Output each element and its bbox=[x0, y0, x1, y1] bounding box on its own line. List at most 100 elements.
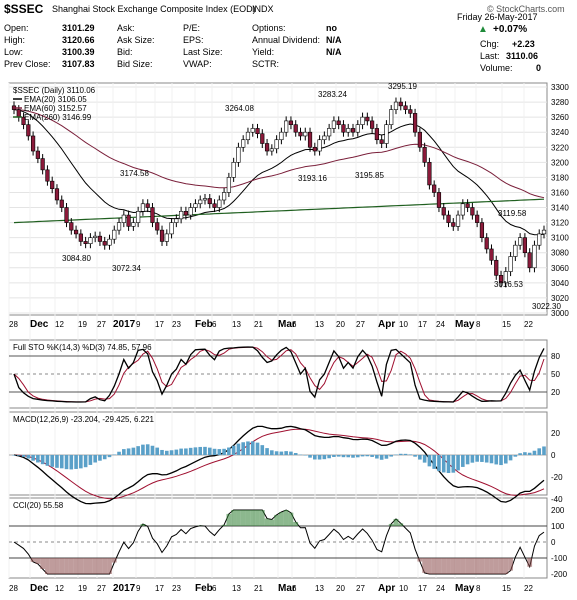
cci-negative-fill bbox=[503, 558, 509, 574]
cci-negative-fill bbox=[436, 558, 442, 574]
candle-body bbox=[221, 192, 227, 201]
candle-body bbox=[336, 120, 341, 125]
macd-hist-bar bbox=[64, 455, 69, 470]
cci-negative-fill bbox=[78, 558, 84, 574]
macd-hist-bar bbox=[284, 451, 288, 455]
cci-positive-fill bbox=[245, 510, 251, 526]
x-tick-label: 20 bbox=[336, 320, 345, 329]
x-tick-label-bottom: 12 bbox=[55, 584, 64, 593]
candle-body bbox=[269, 148, 274, 152]
candle-body bbox=[159, 229, 165, 242]
open-label: Open: bbox=[4, 23, 29, 33]
cci-tick-label: 0 bbox=[551, 538, 556, 547]
candle-body bbox=[35, 150, 40, 159]
x-tick-label-bottom: Apr bbox=[378, 583, 395, 594]
x-tick-label-bottom: Dec bbox=[30, 583, 49, 594]
cci-negative-fill bbox=[83, 558, 89, 574]
macd-hist-bar bbox=[212, 448, 217, 455]
candle-body bbox=[202, 198, 208, 201]
ema60-line bbox=[13, 109, 545, 199]
price-annotation: 3022.30 bbox=[532, 302, 561, 311]
x-tick-label-bottom: 6 bbox=[212, 584, 217, 593]
candle-body bbox=[169, 222, 174, 235]
candle-body bbox=[16, 109, 21, 118]
macd-hist-bar bbox=[389, 455, 394, 457]
macd-hist-bar bbox=[480, 455, 484, 462]
prev-close-value: 3107.83 bbox=[62, 59, 95, 69]
macd-hist-bar bbox=[355, 455, 360, 458]
macd-hist-bar bbox=[59, 455, 64, 469]
cci-positive-fill bbox=[269, 519, 275, 526]
candle-body bbox=[284, 120, 289, 133]
cci-title: CCI(20) 55.58 bbox=[13, 501, 64, 510]
macd-hist-bar bbox=[112, 454, 117, 455]
macd-hist-bar bbox=[375, 455, 379, 459]
candle-body bbox=[226, 177, 231, 193]
cci-positive-fill bbox=[279, 512, 284, 526]
candle-body bbox=[389, 109, 394, 125]
cci-negative-fill bbox=[450, 558, 456, 574]
candle-body bbox=[26, 124, 31, 137]
candle-body bbox=[198, 199, 203, 205]
x-tick-label: Feb bbox=[195, 319, 213, 330]
candle-body bbox=[50, 180, 55, 190]
cci-tick-label: -200 bbox=[551, 570, 568, 579]
macd-hist-bar bbox=[499, 455, 503, 466]
x-tick-label-bottom: 17 bbox=[418, 584, 427, 593]
candle-body bbox=[470, 207, 475, 216]
macd-hist-bar bbox=[160, 449, 164, 455]
candle-body bbox=[441, 207, 446, 216]
candle-body bbox=[446, 214, 451, 223]
candle-body bbox=[331, 120, 337, 129]
candle-body bbox=[494, 259, 499, 276]
candle-body bbox=[155, 222, 160, 231]
x-tick-label: 23 bbox=[172, 320, 181, 329]
candle-body bbox=[279, 131, 284, 141]
dividend-label: Annual Dividend: bbox=[252, 35, 321, 45]
macd-hist-bar bbox=[437, 455, 441, 472]
price-tick-label: 3220 bbox=[551, 143, 569, 152]
price-annotation: 3283.24 bbox=[318, 90, 347, 99]
cci-negative-fill bbox=[54, 558, 60, 574]
macd-hist-bar bbox=[470, 455, 475, 463]
cci-negative-fill bbox=[427, 558, 432, 574]
macd-hist-bar bbox=[16, 455, 21, 456]
prev-close-label: Prev Close: bbox=[4, 59, 51, 69]
cci-negative-fill bbox=[474, 558, 480, 574]
last-value: 3110.06 bbox=[506, 51, 539, 61]
macd-hist-bar bbox=[456, 455, 460, 471]
legend-entry: EMA(20) 3106.05 bbox=[24, 95, 87, 104]
candle-body bbox=[451, 222, 456, 227]
macd-hist-bar bbox=[198, 446, 203, 455]
macd-hist-bar bbox=[446, 455, 451, 474]
cci-negative-fill bbox=[422, 558, 428, 573]
macd-signal-line bbox=[13, 428, 545, 500]
candle-body bbox=[183, 211, 188, 216]
macd-tick-label: -20 bbox=[551, 473, 563, 482]
candle-body bbox=[264, 143, 270, 152]
price-annotation: 3119.58 bbox=[498, 209, 527, 218]
legend-entry: $SSEC (Daily) 3110.06 bbox=[13, 86, 96, 95]
macd-hist-bar bbox=[270, 450, 274, 455]
candle-body bbox=[427, 162, 432, 186]
macd-hist-bar bbox=[107, 455, 112, 458]
x-tick-label: 6 bbox=[292, 320, 297, 329]
macd-hist-bar bbox=[241, 442, 245, 455]
candle-body bbox=[255, 128, 260, 135]
price-annotation: 3072.34 bbox=[112, 264, 141, 273]
cci-positive-fill bbox=[293, 521, 299, 526]
ask-size-label: Ask Size: bbox=[117, 35, 155, 45]
macd-hist-bar bbox=[537, 448, 542, 455]
macd-hist-bar bbox=[131, 447, 136, 455]
x-tick-label-bottom: 9 bbox=[136, 584, 141, 593]
macd-hist-bar bbox=[465, 455, 470, 465]
candle-body bbox=[231, 162, 236, 178]
candle-body bbox=[522, 237, 528, 254]
macd-hist-bar bbox=[403, 453, 408, 455]
x-tick-label: May bbox=[455, 319, 475, 330]
macd-hist-bar bbox=[164, 450, 169, 455]
macd-hist-bar bbox=[365, 455, 370, 457]
high-label: High: bbox=[4, 35, 26, 45]
macd-hist-bar bbox=[227, 447, 231, 455]
macd-hist-bar bbox=[79, 455, 83, 469]
